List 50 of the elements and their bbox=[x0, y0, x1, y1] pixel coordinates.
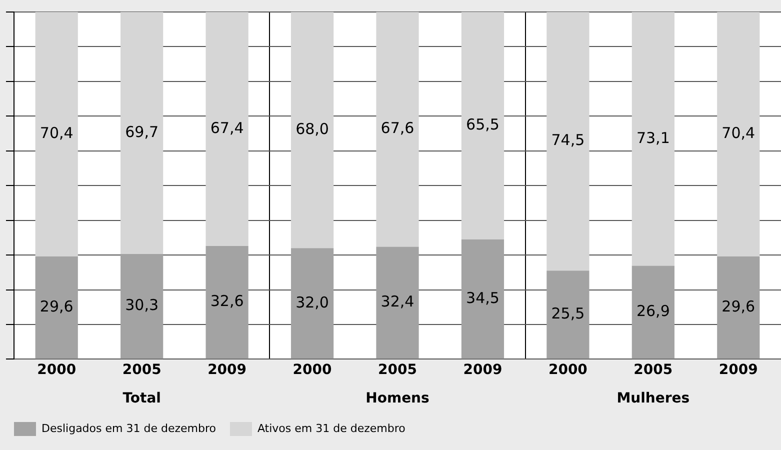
data-label: 67,6 bbox=[380, 119, 414, 138]
data-label: 34,5 bbox=[466, 288, 500, 307]
data-label: 67,4 bbox=[210, 118, 244, 137]
bar bbox=[376, 246, 419, 359]
legend-label: Ativos em 31 de dezembro bbox=[257, 422, 406, 435]
data-label: 73,1 bbox=[636, 128, 670, 147]
x-tick-label: 2009 bbox=[208, 362, 247, 378]
x-tick-label: 2000 bbox=[292, 362, 332, 378]
bar bbox=[120, 254, 164, 359]
x-tick-label: 2000 bbox=[548, 362, 588, 378]
data-label: 32,6 bbox=[210, 292, 244, 310]
data-label: 32,4 bbox=[380, 292, 414, 311]
data-label: 29,6 bbox=[722, 297, 756, 316]
text: Mulheres bbox=[616, 390, 690, 407]
bar bbox=[632, 12, 674, 266]
x-tick-label: 2000 bbox=[37, 362, 76, 378]
bar bbox=[376, 12, 419, 247]
bar bbox=[461, 239, 504, 359]
bar bbox=[206, 12, 248, 246]
bar bbox=[717, 256, 760, 359]
bar bbox=[717, 12, 760, 256]
x-tick-label: 2005 bbox=[378, 362, 417, 378]
bar bbox=[546, 12, 590, 271]
data-label: 32,0 bbox=[296, 293, 329, 312]
x-tick-label: 2005 bbox=[634, 362, 673, 378]
bar bbox=[461, 12, 504, 240]
legend-label: Desligados em 31 de dezembro bbox=[42, 422, 216, 435]
data-label: 68,0 bbox=[296, 120, 329, 138]
bar bbox=[290, 12, 334, 248]
text: Homens bbox=[366, 390, 430, 407]
data-label: 25,5 bbox=[551, 304, 585, 323]
bar bbox=[35, 256, 78, 359]
data-label: 70,4 bbox=[722, 124, 756, 142]
bar bbox=[632, 266, 674, 359]
x-tick-label: 2005 bbox=[122, 362, 162, 378]
bar bbox=[206, 246, 248, 359]
bar bbox=[546, 270, 590, 359]
bar bbox=[290, 248, 334, 359]
x-tick-label: 2009 bbox=[718, 362, 758, 378]
bar bbox=[120, 12, 164, 254]
data-label: 69,7 bbox=[125, 122, 159, 141]
x-tick-label: 2009 bbox=[463, 362, 502, 378]
data-label: 65,5 bbox=[466, 116, 500, 134]
data-label: 70,4 bbox=[40, 124, 74, 142]
text: Total bbox=[122, 390, 161, 407]
bar bbox=[35, 12, 78, 256]
data-label: 26,9 bbox=[636, 302, 670, 320]
data-label: 29,6 bbox=[40, 297, 74, 316]
data-label: 74,5 bbox=[551, 131, 585, 150]
data-label: 30,3 bbox=[125, 296, 159, 314]
